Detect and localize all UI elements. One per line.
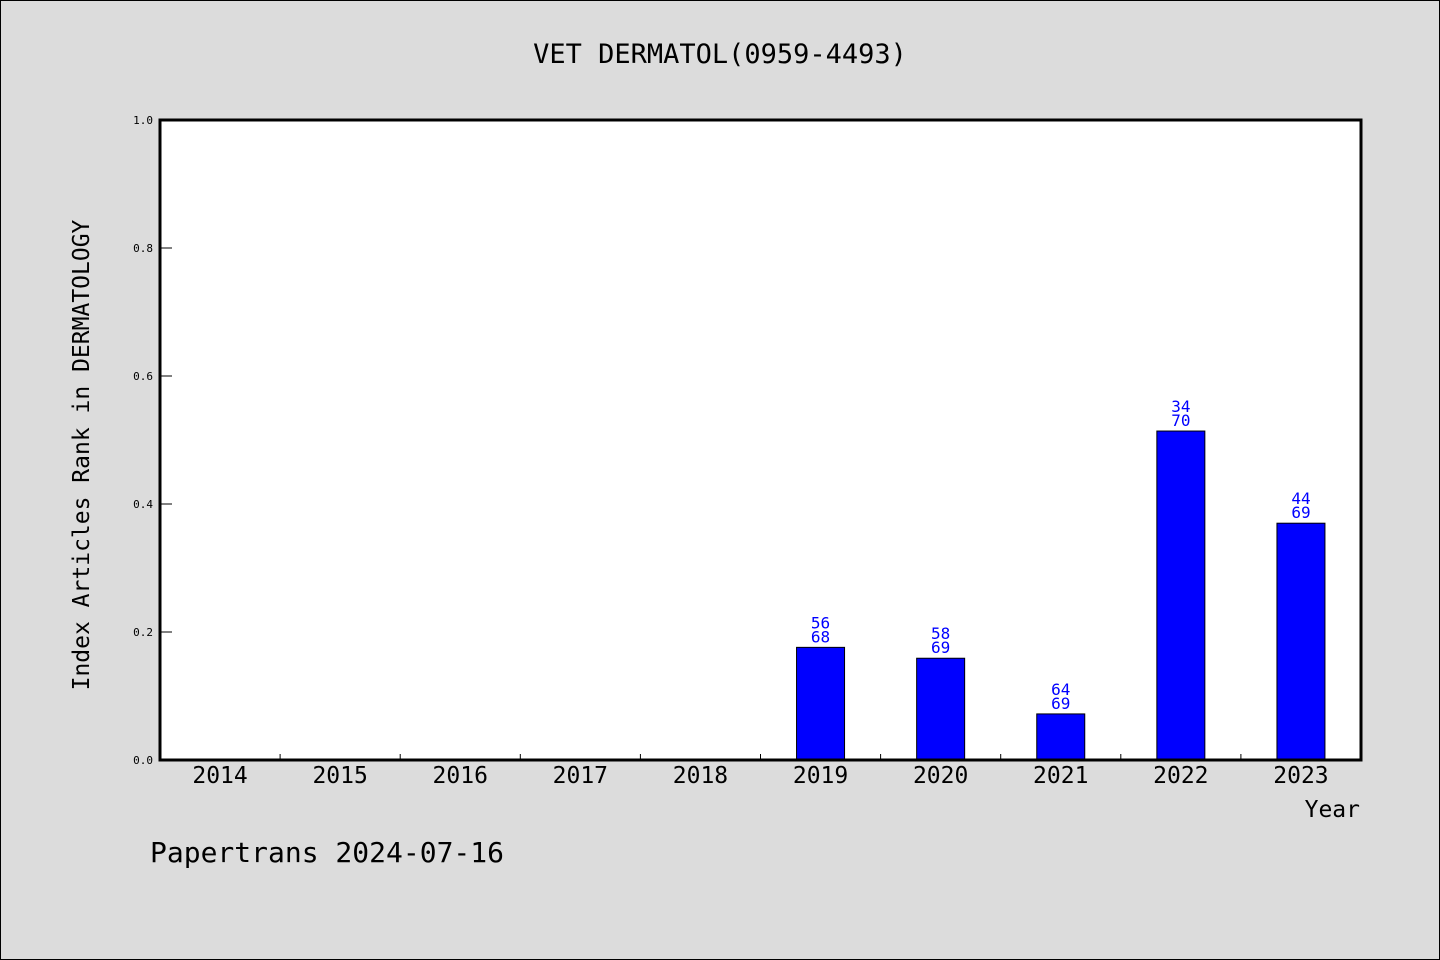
x-tick-label-2014: 2014 [192, 763, 247, 789]
x-axis-label: Year [1305, 797, 1360, 823]
x-tick-label-2023: 2023 [1273, 763, 1328, 789]
y-tick-label-0.8: 0.8 [133, 242, 153, 255]
y-ticks: 0.0 0.2 0.4 0.6 0.8 1.0 [133, 114, 172, 767]
x-tick-label-2022: 2022 [1153, 763, 1208, 789]
bar-label-total-2019: 68 [811, 627, 830, 646]
bar-label-total-2021: 69 [1051, 694, 1070, 713]
y-tick-label-1.0: 1.0 [133, 114, 153, 127]
bar-2021 [1036, 713, 1086, 761]
bar-label-total-2020: 69 [931, 638, 950, 657]
y-tick-label-0.2: 0.2 [133, 626, 153, 639]
x-tick-label-2015: 2015 [312, 763, 367, 789]
bar-2020 [916, 657, 966, 761]
x-tick-label-2018: 2018 [673, 763, 728, 789]
chart-title: VET DERMATOL(0959-4493) [533, 39, 907, 70]
x-tick-label-2021: 2021 [1033, 763, 1088, 789]
bar-label-rank-2023: 44 [1291, 489, 1310, 508]
plot-border [158, 118, 1363, 762]
x-ticks: 2014 2015 2016 2017 2018 2019 2020 2021 2022 2023 [192, 754, 1329, 789]
bar-label-rank-2022: 34 [1171, 397, 1190, 416]
bar-2019 [796, 646, 846, 761]
bar-label-total-2022: 70 [1171, 411, 1190, 430]
footer-credit: Papertrans 2024-07-16 [150, 836, 504, 869]
bar-2023 [1276, 522, 1326, 761]
y-tick-label-0.4: 0.4 [133, 498, 153, 511]
bar-label-rank-2019: 56 [811, 613, 830, 632]
x-tick-label-2020: 2020 [913, 763, 968, 789]
y-tick-label-0.0: 0.0 [133, 754, 153, 767]
bar-label-rank-2020: 58 [931, 624, 950, 643]
x-tick-label-2016: 2016 [433, 763, 488, 789]
y-axis-label: Index Articles Rank in DERMATOLOGY [69, 219, 95, 690]
bar-label-rank-2021: 64 [1051, 680, 1070, 699]
x-tick-label-2017: 2017 [553, 763, 608, 789]
bar-label-total-2023: 69 [1291, 503, 1310, 522]
x-tick-label-2019: 2019 [793, 763, 848, 789]
bar-2022 [1156, 430, 1206, 761]
y-tick-label-0.6: 0.6 [133, 370, 153, 383]
